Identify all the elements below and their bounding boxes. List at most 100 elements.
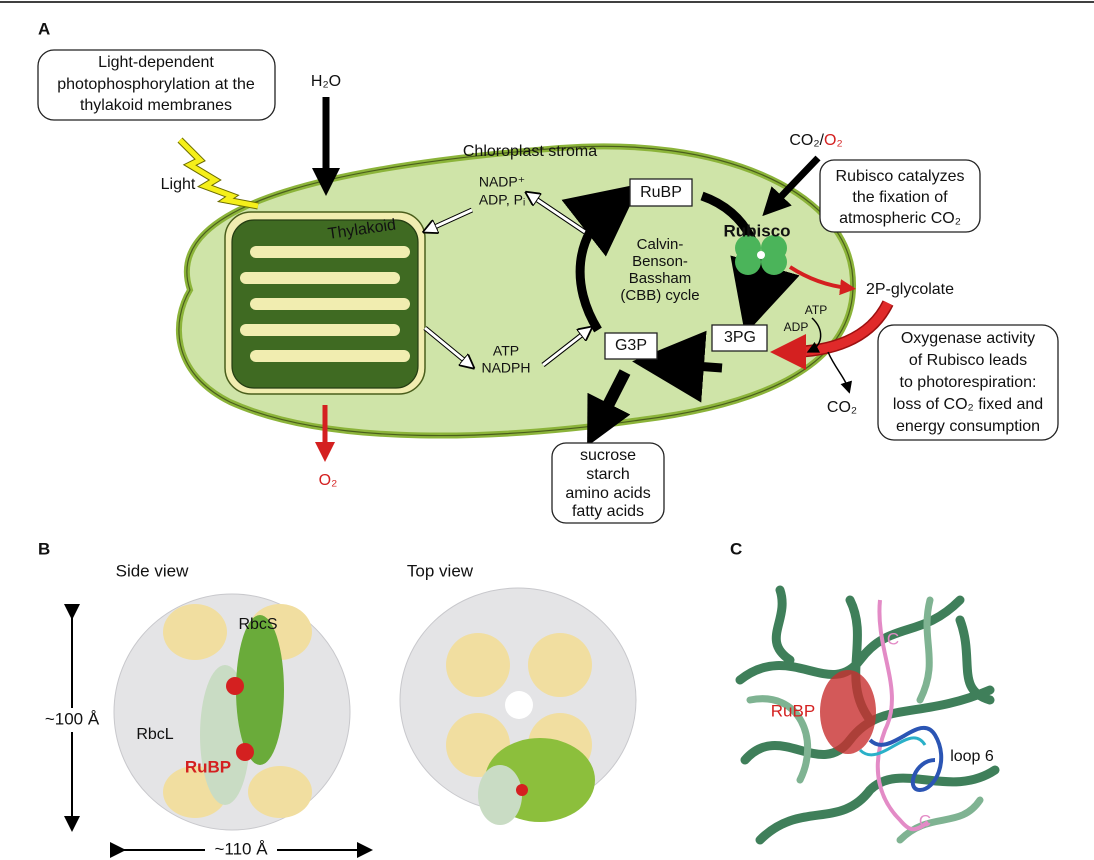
molecule: G3P — [615, 337, 647, 354]
chloroplast-edge — [178, 145, 854, 437]
thylakoid-fold — [250, 350, 410, 362]
molecule-box — [629, 178, 693, 207]
molecule: H₂O — [311, 73, 341, 90]
label-bg — [205, 838, 277, 860]
large-subunit — [478, 765, 522, 825]
ligand-label: RuBP — [185, 757, 231, 776]
molecule-box — [711, 324, 768, 352]
central-pore — [505, 691, 533, 719]
cycle-label: Bassham — [629, 270, 692, 287]
note-text: Rubisco catalyzes — [836, 168, 965, 185]
label-bg — [38, 708, 108, 732]
thylakoid-fold — [250, 246, 410, 258]
light-label: Light — [161, 176, 196, 193]
cycle-arrow — [561, 183, 641, 333]
note-text: thylakoid membranes — [80, 97, 232, 114]
terminus-label: C — [919, 811, 931, 830]
loop — [868, 725, 944, 793]
thylakoid-fold — [240, 324, 400, 336]
rubisco-lobe — [735, 249, 761, 275]
molecule-co2: CO₂/ — [789, 132, 824, 149]
light-wave — [178, 138, 259, 209]
side-view-structure — [113, 593, 351, 831]
small-arrow — [806, 317, 822, 353]
dimension-label: ~100 Å — [45, 709, 100, 728]
thylakoid-fold — [250, 298, 410, 310]
arrow — [587, 369, 631, 447]
dimension-label: ~110 Å — [214, 839, 268, 858]
ribbon-structure — [735, 585, 1000, 850]
panel-label: B — [38, 539, 50, 558]
arrow — [762, 155, 821, 217]
subunit-label: RbcL — [136, 726, 173, 743]
note-text: Oxygenase activity — [901, 330, 1035, 347]
ligand — [236, 743, 254, 761]
note-text: amino acids — [565, 485, 650, 502]
subunit-label: RbcS — [238, 616, 277, 633]
note-text: loss of CO₂ fixed and — [893, 396, 1043, 413]
note-text: starch — [586, 466, 630, 483]
c-terminus — [875, 599, 930, 832]
ligand-label: RuBP — [771, 701, 815, 720]
rubisco-lobe — [761, 249, 787, 275]
note-box — [37, 49, 276, 121]
top-view-structure — [399, 587, 637, 825]
note-text: the fixation of — [852, 189, 948, 206]
large-subunit — [236, 615, 284, 765]
terminus-label: C — [887, 629, 899, 648]
small-subunit — [248, 766, 312, 818]
red-arrow — [770, 300, 893, 370]
molecule: NADPH — [481, 360, 530, 376]
red-arrow — [788, 265, 856, 296]
note-box — [819, 159, 981, 233]
molecule-box — [604, 332, 658, 360]
arrow — [542, 330, 588, 367]
note-text: sucrose — [580, 447, 636, 464]
view-label: Top view — [407, 561, 474, 580]
thylakoid-fold — [240, 272, 400, 284]
ligand — [226, 677, 244, 695]
molecule: ATP — [493, 343, 519, 359]
panel-label: A — [38, 19, 50, 38]
panel-label: C — [730, 539, 742, 558]
ligand-density — [820, 670, 876, 754]
molecule: 2P-glycolate — [866, 281, 954, 298]
loop-label: loop 6 — [950, 748, 994, 765]
note-text: fatty acids — [572, 503, 644, 520]
arrow — [428, 208, 473, 230]
cycle-label: Calvin- — [637, 236, 684, 253]
cycle-label: Benson- — [632, 253, 688, 270]
molecule: ATP — [805, 303, 827, 317]
small-arrow — [827, 351, 853, 394]
rubisco-site — [757, 251, 765, 259]
note-text: Light-dependent — [98, 54, 214, 71]
note-text: to photorespiration: — [900, 374, 1037, 391]
molecule: CO₂/O₂ — [789, 132, 842, 149]
molecule: ADP — [784, 320, 809, 334]
molecule: O₂ — [319, 472, 338, 489]
molecule-o2: O₂ — [824, 132, 843, 149]
enzyme-label: Rubisco — [723, 221, 790, 240]
note-box — [551, 442, 665, 524]
cycle-arrow — [632, 330, 723, 403]
ligand — [516, 784, 528, 796]
small-subunit — [163, 604, 227, 660]
cycle-label: (CBB) cycle — [620, 287, 699, 304]
molecule: NADP⁺ — [479, 174, 525, 190]
compartment-label: Chloroplast stroma — [463, 143, 597, 160]
molecule: CO₂ — [827, 399, 857, 416]
note-text: of Rubisco leads — [909, 352, 1027, 369]
rubisco-icon — [735, 235, 787, 275]
small-subunit — [528, 633, 592, 697]
helix — [746, 596, 984, 844]
view-label: Side view — [116, 561, 189, 580]
note-box — [877, 324, 1059, 441]
note-text: photophosphorylation at the — [57, 76, 255, 93]
molecule: 3PG — [724, 329, 756, 346]
molecule: ADP, Pᵢ — [479, 192, 525, 208]
molecule: RuBP — [640, 184, 682, 201]
small-subunit — [446, 633, 510, 697]
note-text: atmospheric CO₂ — [839, 210, 961, 227]
arrow — [424, 326, 470, 365]
